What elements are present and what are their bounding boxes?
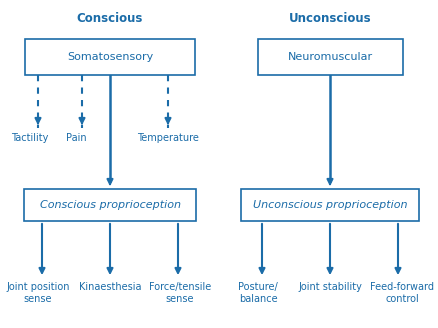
FancyBboxPatch shape <box>258 39 403 75</box>
Text: Feed-forward
control: Feed-forward control <box>370 282 434 304</box>
Text: Temperature: Temperature <box>137 133 199 143</box>
Text: Neuromuscular: Neuromuscular <box>287 52 373 62</box>
Text: Somatosensory: Somatosensory <box>67 52 153 62</box>
Text: Posture/
balance: Posture/ balance <box>238 282 278 304</box>
Text: Tactility: Tactility <box>11 133 49 143</box>
Text: Kinaesthesia: Kinaesthesia <box>79 282 141 292</box>
Text: Unconscious proprioception: Unconscious proprioception <box>253 200 407 210</box>
Text: Unconscious: Unconscious <box>289 11 371 25</box>
Text: Conscious: Conscious <box>77 11 143 25</box>
Text: Joint stability: Joint stability <box>298 282 362 292</box>
FancyBboxPatch shape <box>25 39 195 75</box>
Text: Joint position
sense: Joint position sense <box>6 282 70 304</box>
FancyBboxPatch shape <box>24 189 196 221</box>
FancyBboxPatch shape <box>241 189 419 221</box>
Text: Conscious proprioception: Conscious proprioception <box>39 200 180 210</box>
Text: Pain: Pain <box>66 133 86 143</box>
Text: Force/tensile
sense: Force/tensile sense <box>149 282 211 304</box>
